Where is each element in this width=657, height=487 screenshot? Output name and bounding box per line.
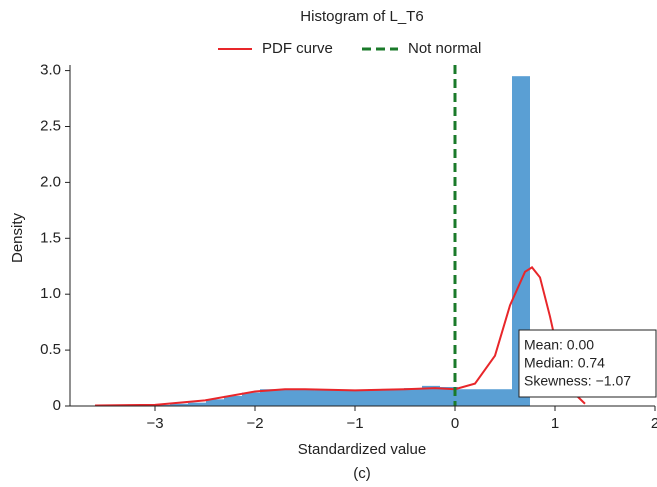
bar [512,76,530,406]
annotation-text: Mean: 0.00 [524,337,594,353]
annotation-text: Median: 0.74 [524,355,605,371]
y-tick-label: 2.0 [40,173,61,190]
bar [476,389,494,406]
y-axis-label: Density [9,212,26,263]
bar [350,390,368,406]
x-tick-label: 2 [651,415,657,432]
legend-label: PDF curve [262,40,333,57]
bar [386,389,404,406]
y-tick-label: 1.5 [40,229,61,246]
bar [152,404,170,406]
bar [458,389,476,406]
bar [368,389,386,406]
bar [494,389,512,406]
bar [224,395,242,406]
bar [332,390,350,406]
x-tick-label: 0 [451,415,459,432]
y-tick-label: 3.0 [40,62,61,79]
caption: (c) [353,465,371,482]
pdf-curve [94,266,586,407]
bar [278,389,296,406]
chart-title: Histogram of L_T6 [300,8,423,25]
x-tick-label: −2 [246,415,263,432]
x-tick-label: −1 [346,415,363,432]
bar [242,392,260,406]
bar [260,389,278,406]
bar [188,402,206,406]
bar [314,390,332,406]
annotation-text: Skewness: −1.07 [524,373,631,389]
bar [170,403,188,406]
y-tick-label: 1.0 [40,285,61,302]
legend-label: Not normal [408,40,481,57]
x-tick-label: 1 [551,415,559,432]
annotation-box [518,329,657,398]
bar [404,388,422,406]
y-tick-label: 2.5 [40,117,61,134]
bar [296,389,314,406]
y-tick-label: 0.5 [40,341,61,358]
bar [422,385,440,406]
x-tick-label: −3 [146,415,163,432]
bar [206,399,224,406]
y-tick-label: 0 [53,397,61,414]
x-axis-label: Standardized value [298,441,426,458]
